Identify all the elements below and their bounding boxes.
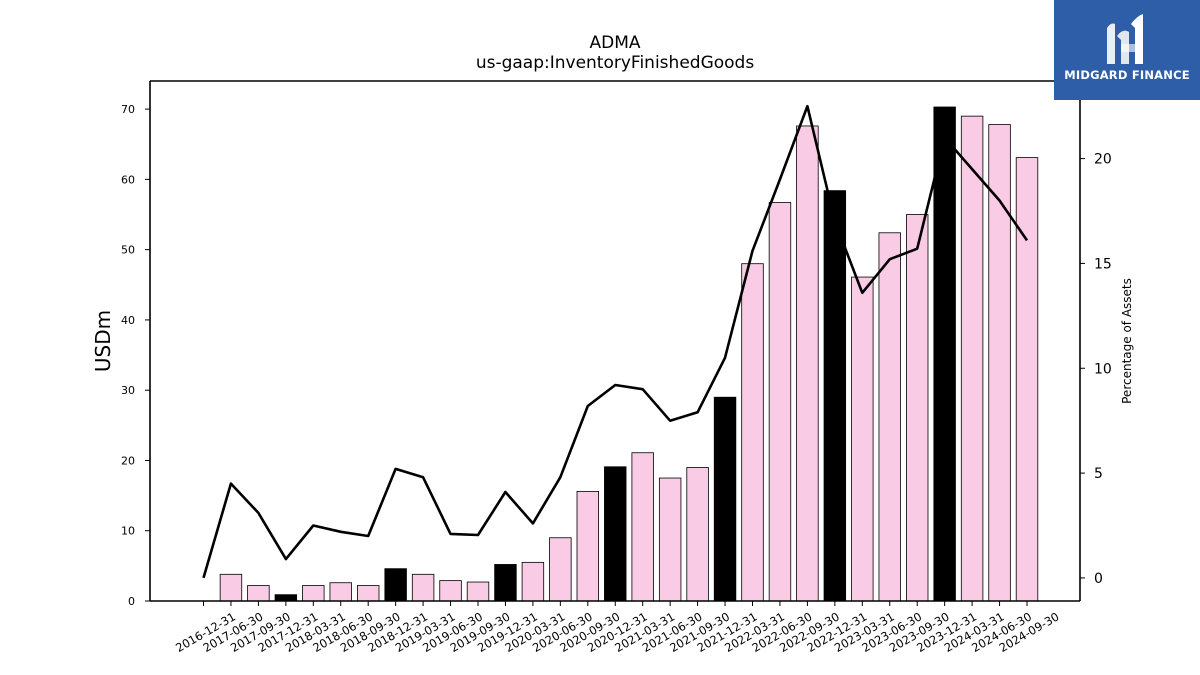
bar-2022-09-30 <box>796 125 819 602</box>
bar-2020-03-31 <box>521 561 545 602</box>
bar-2019-03-31 <box>411 573 435 602</box>
bar-2022-12-31 <box>823 190 847 602</box>
bar-2018-03-31 <box>302 585 325 602</box>
bar-2023-03-31 <box>851 276 874 602</box>
y-tick-label: 50 <box>121 244 135 257</box>
y-axis-label: USDm <box>91 310 115 372</box>
bar-2018-06-30 <box>329 582 352 602</box>
chart-subtitle: us-gaap:InventoryFinishedGoods <box>476 53 755 73</box>
bar-2021-06-30 <box>658 477 682 602</box>
y-tick-label: 20 <box>121 454 135 467</box>
bar-2021-09-30 <box>686 467 709 602</box>
bar-2022-03-31 <box>741 263 764 602</box>
bar-2020-09-30 <box>576 490 600 602</box>
bar-2020-12-31 <box>604 466 627 602</box>
bar-2017-09-30 <box>247 585 270 602</box>
bars-layer <box>219 106 1039 602</box>
bar-2022-06-30 <box>768 202 792 602</box>
y-tick-label: 60 <box>121 173 135 186</box>
y2-tick-label: 5 <box>1094 466 1103 482</box>
y-tick-label: 0 <box>128 595 135 608</box>
y2-tick-label: 0 <box>1094 571 1103 587</box>
bar-2019-09-30 <box>466 581 490 602</box>
bar-2019-06-30 <box>439 580 462 602</box>
brand-mark-icon <box>1107 14 1143 65</box>
bar-2024-03-31 <box>960 115 984 602</box>
y2-tick-label: 15 <box>1094 256 1112 272</box>
chart-title: ADMA <box>589 33 640 53</box>
y2-tick-label: 20 <box>1094 152 1112 168</box>
bar-2021-03-31 <box>631 452 654 602</box>
y-tick-label: 10 <box>121 525 135 538</box>
bar-2018-09-30 <box>356 585 380 602</box>
bar-2021-12-31 <box>713 396 737 602</box>
y2-tick-label: 10 <box>1094 361 1112 377</box>
y-tick-label: 30 <box>121 384 135 397</box>
bar-2017-12-31 <box>274 594 298 602</box>
bar-2023-09-30 <box>906 214 929 602</box>
bar-2020-06-30 <box>549 537 572 602</box>
bar-2023-12-31 <box>933 106 956 602</box>
percentage-line <box>202 104 1029 579</box>
y-tick-label: 70 <box>121 103 135 116</box>
y-tick-label: 40 <box>121 314 135 327</box>
brand-name: MIDGARD FINANCE <box>1064 68 1190 82</box>
bar-2018-12-31 <box>384 568 407 602</box>
y2-axis-label: Percentage of Assets <box>1120 278 1134 404</box>
bar-2017-06-30 <box>219 573 243 602</box>
bar-2024-09-30 <box>1015 157 1039 602</box>
line-layer <box>202 104 1029 579</box>
bar-2019-12-31 <box>494 564 517 602</box>
bar-2024-06-30 <box>988 124 1011 602</box>
brand-logo: MIDGARD FINANCE <box>1054 0 1200 100</box>
bar-2023-06-30 <box>878 232 901 602</box>
